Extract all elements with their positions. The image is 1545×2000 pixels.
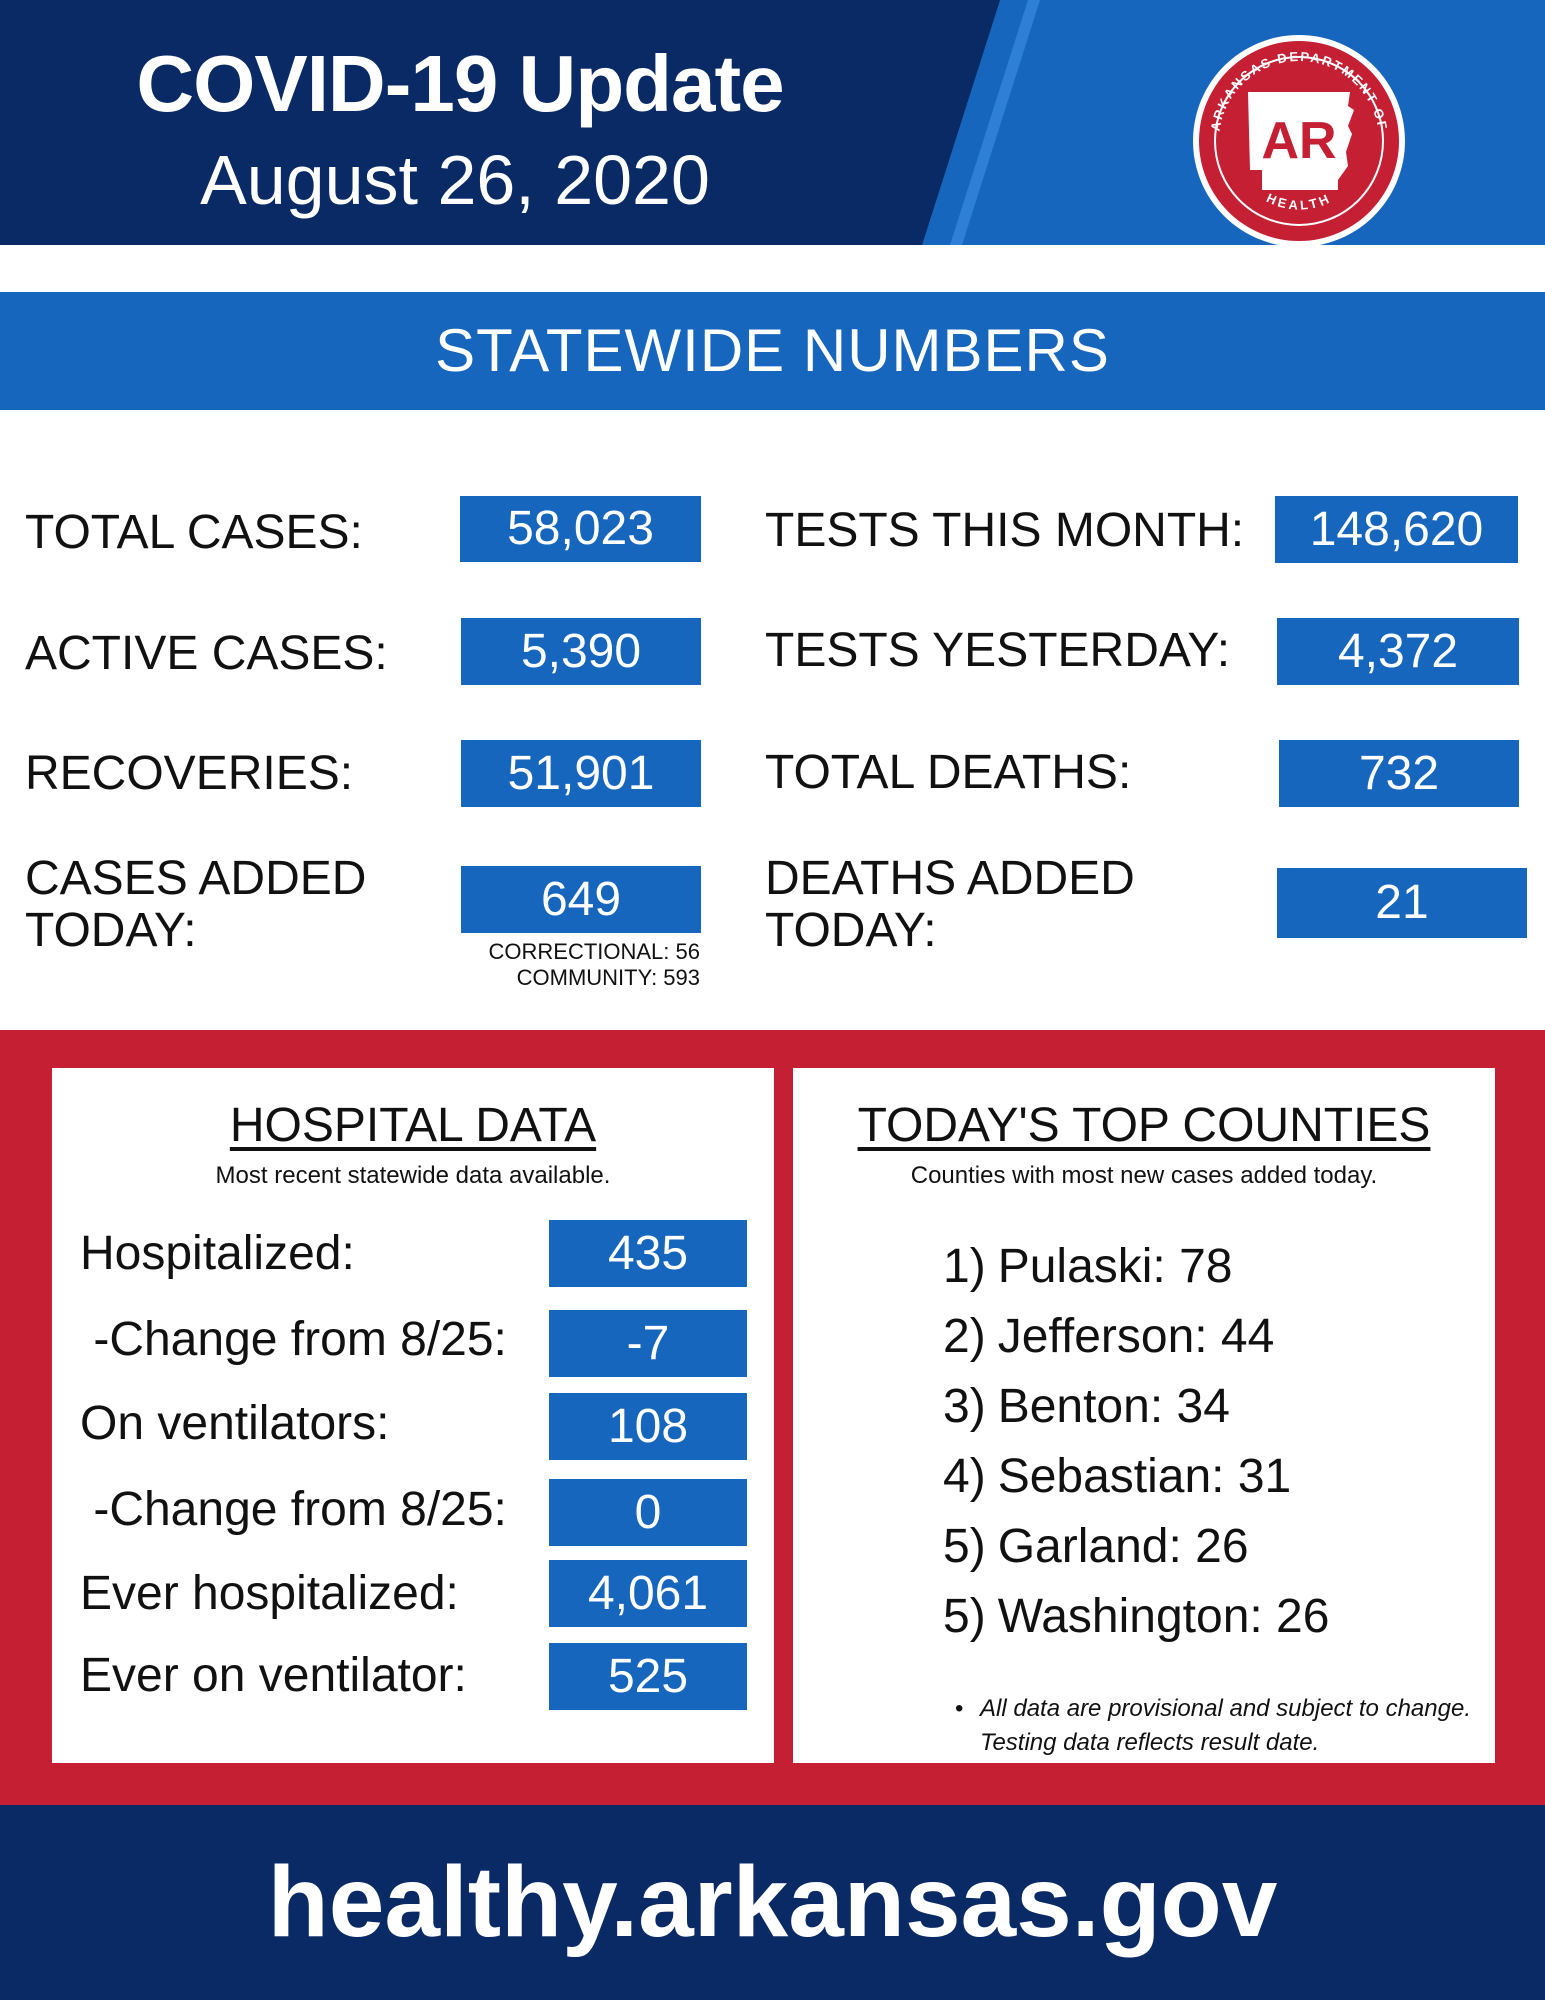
total-cases-label: TOTAL CASES:: [25, 506, 363, 559]
page-title: COVID-19 Update: [136, 39, 784, 128]
arkansas-state-shape: [1248, 92, 1354, 190]
ever-hospitalized-label: Ever hospitalized:: [80, 1567, 459, 1620]
tests-yesterday-value: 4,372: [1277, 618, 1519, 685]
hospital-data-subtitle: Most recent statewide data available.: [215, 1162, 611, 1189]
county-rank: 1): [943, 1240, 986, 1293]
cases-added-today-value: 649: [461, 866, 701, 933]
report-date: August 26, 2020: [200, 141, 710, 219]
cases-added-label-line2: TODAY:: [25, 904, 197, 957]
total-deaths-value: 732: [1279, 740, 1519, 807]
header-navy-stripe: [908, 0, 1000, 245]
tests-this-month-label: TESTS THIS MONTH:: [765, 504, 1245, 557]
website-link[interactable]: healthy.arkansas.gov: [267, 1846, 1278, 1958]
tests-this-month-value: 148,620: [1275, 496, 1518, 563]
ever-on-ventilator-label: Ever on ventilator:: [80, 1649, 467, 1702]
total-deaths-label: TOTAL DEATHS:: [765, 746, 1132, 799]
list-item: 3) Benton: 34: [943, 1372, 1341, 1442]
cases-added-label-line1: CASES ADDED: [25, 852, 367, 905]
ventilators-change-value: 0: [549, 1479, 747, 1546]
recoveries-label: RECOVERIES:: [25, 747, 354, 800]
list-item: 4) Sebastian: 31: [943, 1442, 1341, 1512]
total-cases-value: 58,023: [460, 496, 701, 562]
top-counties-subtitle: Counties with most new cases added today…: [910, 1162, 1378, 1189]
county-rank: 4): [943, 1450, 986, 1503]
county-entry: Pulaski: 78: [997, 1240, 1233, 1293]
footer-website: healthy.arkansas.gov: [0, 1805, 1545, 2000]
list-item: 2) Jefferson: 44: [943, 1302, 1341, 1372]
ventilators-change-label: -Change from 8/25:: [80, 1483, 507, 1536]
county-entry: Benton: 34: [997, 1380, 1230, 1433]
tests-yesterday-label: TESTS YESTERDAY:: [765, 624, 1231, 677]
seal-initials: AR: [1261, 112, 1336, 170]
active-cases-value: 5,390: [461, 618, 701, 685]
list-item: 5) Garland: 26: [943, 1512, 1341, 1582]
hospitalized-label: Hospitalized:: [80, 1227, 355, 1280]
deaths-added-today-label: DEATHS ADDED TODAY:: [765, 853, 1135, 957]
county-entry: Garland: 26: [997, 1520, 1249, 1573]
top-counties-title: TODAY'S TOP COUNTIES: [857, 1099, 1431, 1152]
hospital-data-card: HOSPITAL DATA Most recent statewide data…: [52, 1068, 774, 1763]
on-ventilators-value: 108: [549, 1393, 747, 1460]
hospital-data-title: HOSPITAL DATA: [229, 1099, 597, 1152]
list-item: 1) Pulaski: 78: [943, 1232, 1341, 1302]
hospitalized-value: 435: [549, 1220, 747, 1287]
county-entry: Washington: 26: [997, 1590, 1330, 1643]
county-rank: 5): [943, 1590, 986, 1643]
active-cases-label: ACTIVE CASES:: [25, 627, 388, 680]
note-line-1: All data are provisional and subject to …: [980, 1695, 1471, 1722]
header-banner: COVID-19 Update August 26, 2020 ARKANSAS…: [0, 0, 1545, 245]
county-rank: 5): [943, 1520, 986, 1573]
on-ventilators-label: On ventilators:: [80, 1397, 390, 1450]
recoveries-value: 51,901: [461, 740, 701, 807]
note-line-2: Testing data reflects result date.: [980, 1729, 1320, 1756]
top-counties-card: TODAY'S TOP COUNTIES Counties with most …: [793, 1068, 1495, 1763]
list-item: 5) Washington: 26: [943, 1582, 1341, 1652]
cases-added-breakdown: CORRECTIONAL: 56 COMMUNITY: 593: [440, 939, 701, 991]
deaths-added-today-value: 21: [1277, 868, 1527, 938]
correctional-count: CORRECTIONAL: 56: [488, 939, 701, 964]
ever-hospitalized-value: 4,061: [549, 1560, 747, 1627]
county-rank: 2): [943, 1310, 986, 1363]
seal-text-bottom: HEALTH: [1264, 190, 1330, 213]
cases-added-today-label: CASES ADDED TODAY:: [25, 853, 366, 957]
county-rank: 3): [943, 1380, 986, 1433]
svg-text:HEALTH: HEALTH: [1264, 190, 1333, 213]
provisional-data-note: • All data are provisional and subject t…: [955, 1692, 1515, 1760]
header-light-stripe: [950, 0, 1040, 245]
ever-on-ventilator-value: 525: [549, 1643, 747, 1710]
hospitalized-change-value: -7: [549, 1310, 747, 1377]
county-entry: Sebastian: 31: [997, 1450, 1292, 1503]
deaths-added-label-line2: TODAY:: [765, 904, 937, 957]
hospitalized-change-label: -Change from 8/25:: [80, 1313, 507, 1366]
section-title-statewide: STATEWIDE NUMBERS: [0, 292, 1545, 410]
bullet-icon: •: [955, 1695, 964, 1722]
county-entry: Jefferson: 44: [997, 1310, 1275, 1363]
top-counties-list: 1) Pulaski: 78 2) Jefferson: 44 3) Benton: …: [943, 1232, 1341, 1652]
community-count: COMMUNITY: 593: [516, 965, 700, 990]
arkansas-health-seal-icon: ARKANSAS DEPARTMENT OF HEALTH AR: [1193, 35, 1405, 245]
deaths-added-label-line1: DEATHS ADDED: [765, 852, 1135, 905]
